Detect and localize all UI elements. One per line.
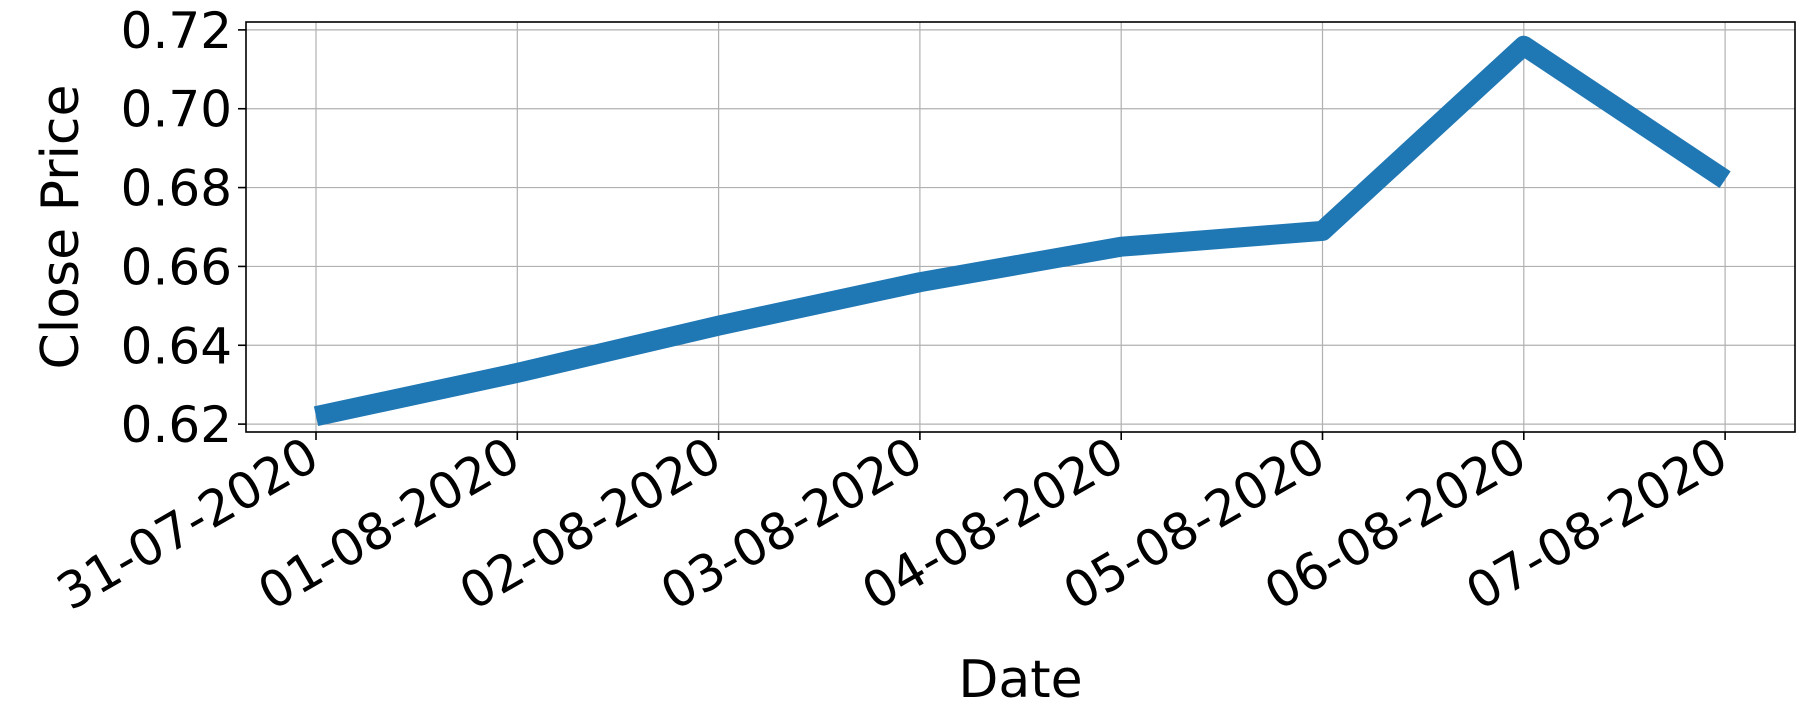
- y-tick-label: 0.62: [121, 396, 232, 454]
- y-tick-label: 0.64: [121, 317, 232, 375]
- y-axis-title: Close Price: [31, 84, 91, 369]
- y-tick-label: 0.72: [121, 2, 232, 60]
- series-layer: [313, 35, 1731, 426]
- grid-lines: [246, 22, 1795, 432]
- plot-frame: [245, 21, 1796, 433]
- y-tick-label: 0.66: [121, 238, 232, 296]
- y-tick-label: 0.70: [121, 81, 232, 139]
- close-price-line: [313, 35, 1731, 426]
- x-axis-title: Date: [958, 650, 1082, 710]
- y-tick-label: 0.68: [121, 160, 232, 218]
